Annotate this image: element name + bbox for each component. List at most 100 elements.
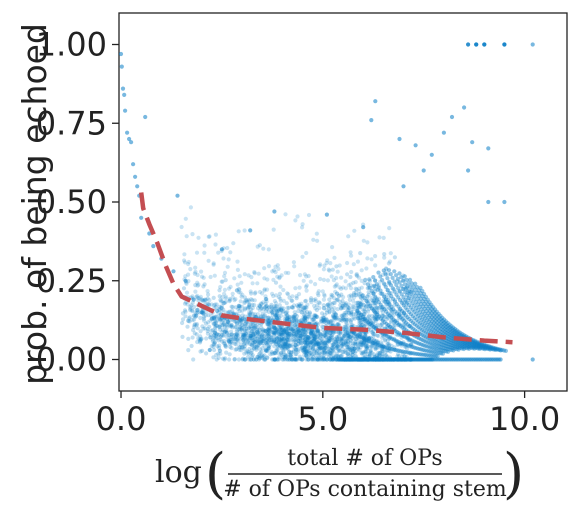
scatter-point (230, 337, 235, 342)
scatter-point (186, 261, 191, 267)
scatter-point (293, 323, 298, 328)
scatter-point (259, 325, 264, 330)
scatter-point (195, 295, 201, 301)
scatter-point (316, 331, 321, 336)
scatter-point (226, 319, 231, 324)
scatter-point (279, 336, 285, 341)
scatter-point (373, 306, 378, 311)
scatter-point (259, 333, 265, 338)
scatter-point (267, 331, 272, 336)
scatter-point (321, 353, 326, 359)
scatter-point (304, 250, 309, 256)
scatter-point (409, 289, 414, 294)
scatter-point (362, 334, 367, 339)
scatter-point (182, 258, 187, 263)
scatter-point (266, 319, 271, 324)
scatter-point (207, 234, 212, 239)
scatter-point (217, 316, 222, 321)
scatter-point (324, 310, 330, 315)
scatter-point (281, 349, 286, 355)
scatter-point (323, 357, 328, 362)
scatter-point (372, 316, 377, 321)
scatter-point (305, 316, 310, 321)
scatter-point (339, 336, 344, 341)
scatter-point (260, 329, 265, 334)
scatter-point (340, 342, 345, 347)
scatter-point (271, 330, 276, 335)
scatter-point (293, 347, 299, 353)
scatter-point (259, 301, 264, 306)
scatter-point (349, 253, 354, 258)
scatter-point (227, 357, 232, 362)
scatter-point (199, 336, 204, 341)
scatter-point (304, 340, 310, 345)
scatter-point (253, 290, 258, 295)
scatter-point (180, 317, 186, 322)
scatter-point (143, 114, 148, 120)
scatter-point (186, 319, 191, 324)
scatter-point (261, 334, 266, 339)
scatter-point (190, 308, 195, 313)
scatter-point (220, 332, 225, 338)
scatter-point (331, 319, 336, 324)
scatter-point (357, 335, 363, 340)
scatter-point (386, 302, 391, 307)
scatter-point (264, 296, 269, 302)
scatter-point (200, 324, 205, 329)
scatter-point (346, 332, 351, 337)
scatter-point (363, 304, 369, 310)
scatter-point (293, 343, 298, 348)
scatter-point (312, 337, 317, 342)
scatter-point (326, 267, 331, 272)
scatter-point (277, 338, 282, 344)
scatter-point (298, 331, 303, 336)
scatter-point (283, 344, 288, 349)
scatter-point (325, 344, 330, 349)
scatter-point (330, 245, 335, 250)
scatter-point (301, 278, 306, 283)
scatter-point (269, 309, 274, 314)
scatter-point (217, 343, 222, 348)
scatter-point (252, 271, 257, 276)
scatter-point (216, 332, 222, 337)
scatter-point (213, 328, 218, 333)
scatter-point (376, 296, 381, 301)
scatter-point (402, 311, 407, 316)
scatter-point (193, 265, 198, 270)
scatter-point (303, 337, 308, 342)
scatter-point (252, 325, 257, 330)
scatter-point (234, 332, 240, 337)
scatter-point (351, 315, 356, 320)
scatter-point (274, 313, 279, 319)
scatter-point (284, 337, 289, 342)
scatter-point (320, 354, 325, 359)
scatter-point (242, 341, 247, 346)
scatter-point (470, 140, 475, 145)
scatter-point (239, 280, 244, 285)
scatter-point (291, 260, 296, 265)
scatter-point (257, 332, 262, 337)
scatter-point (315, 238, 320, 243)
scatter-point (315, 328, 320, 333)
scatter-point (303, 298, 309, 303)
scatter-point (282, 317, 287, 322)
scatter-point (328, 357, 333, 362)
scatter-point (270, 357, 275, 362)
scatter-point (342, 333, 347, 338)
scatter-point (229, 322, 234, 327)
scatter-point (219, 306, 224, 311)
scatter-point (303, 349, 309, 354)
scatter-point (376, 340, 381, 345)
scatter-point (382, 338, 388, 343)
scatter-point (377, 353, 382, 358)
scatter-point (343, 324, 348, 329)
scatter-point (201, 298, 206, 303)
scatter-point (345, 260, 350, 266)
scatter-point (308, 340, 313, 345)
scatter-point (348, 318, 353, 323)
scatter-point (328, 331, 333, 336)
scatter-point (222, 287, 227, 292)
scatter-point (264, 319, 269, 325)
scatter-point (305, 335, 310, 340)
scatter-point (283, 314, 288, 319)
